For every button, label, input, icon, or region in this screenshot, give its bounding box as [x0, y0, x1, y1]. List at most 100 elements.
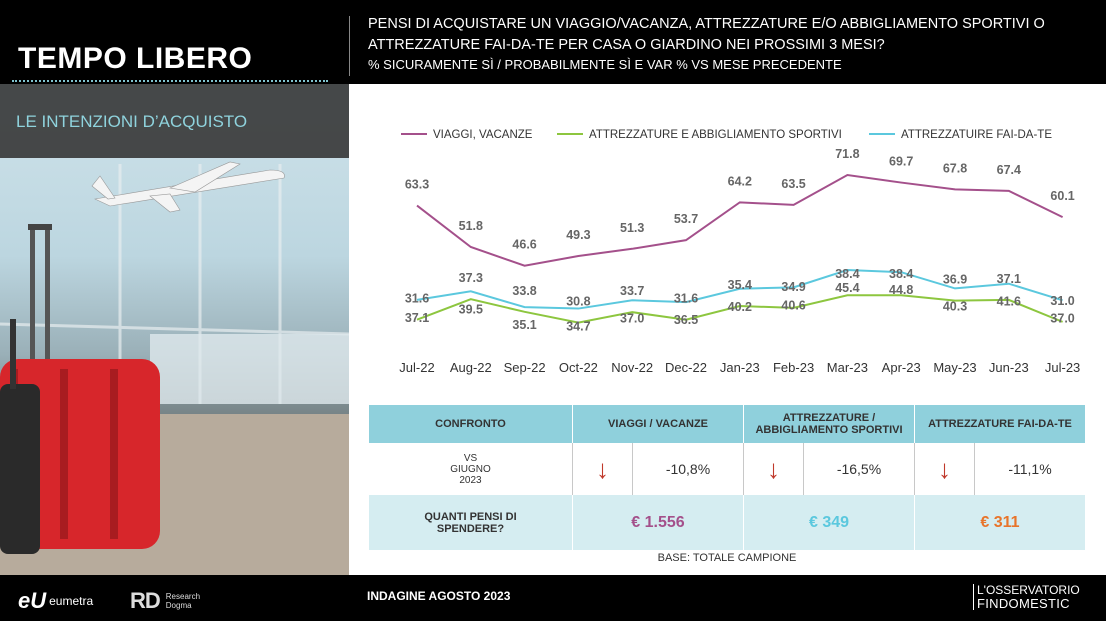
x-tick-label: May-23	[933, 360, 976, 375]
header-sport: ATTREZZATURE / ABBIGLIAMENTO SPORTIVI	[743, 405, 914, 443]
oss-line-1: L'OSSERVATORIO	[977, 583, 1080, 597]
data-label: 35.1	[512, 318, 536, 332]
data-label: 31.6	[674, 292, 698, 306]
data-label: 34.7	[566, 320, 590, 334]
x-tick-label: Jul-23	[1045, 360, 1080, 375]
data-label: 40.2	[728, 300, 752, 314]
data-label: 41.6	[997, 295, 1021, 309]
data-label: 45.4	[835, 281, 859, 295]
x-tick-label: Dec-22	[665, 360, 707, 375]
legend-label: ATTREZZATURE E ABBIGLIAMENTO SPORTIVI	[589, 129, 842, 141]
survey-question: PENSI DI ACQUISTARE UN VIAGGIO/VACANZA, …	[368, 16, 1045, 53]
line-chart: VIAGGI, VACANZE ATTREZZATURE E ABBIGLIAME…	[399, 129, 1080, 375]
legend-label: VIAGGI, VACANZE	[433, 129, 533, 141]
section-title: TEMPO LIBERO	[18, 42, 253, 75]
header-viaggi: VIAGGI / VACANZE	[572, 405, 743, 443]
x-tick-label: Mar-23	[827, 360, 868, 375]
data-label: 37.3	[459, 271, 483, 285]
data-label: 46.6	[512, 238, 536, 252]
chart-subtitle: % SICURAMENTE SÌ / PROBABILMENTE SÌ E VA…	[368, 57, 842, 72]
banner-label: LE INTENZIONI D’ACQUISTO	[16, 112, 248, 131]
x-tick-label: Feb-23	[773, 360, 814, 375]
spend-faidate: € 311	[914, 495, 1085, 550]
base-note: BASE: TOTALE CAMPIONE	[657, 552, 797, 564]
down-arrow-icon: ↓	[743, 443, 803, 495]
data-label: 39.5	[459, 302, 483, 316]
data-label: 36.9	[943, 273, 967, 287]
data-label: 37.1	[997, 272, 1021, 286]
header-divider	[349, 16, 350, 76]
change-viaggi: -10,8%	[632, 443, 743, 495]
legend-label: ATTREZZATUIRE FAI-DA-TE	[901, 129, 1052, 141]
title-divider	[12, 80, 328, 82]
change-sport: -16,5%	[803, 443, 914, 495]
section-banner: LE INTENZIONI D’ACQUISTO	[0, 84, 349, 158]
rd-text-2: Dogma	[165, 601, 192, 610]
x-tick-label: Jul-22	[399, 360, 434, 375]
header-confronto: CONFRONTO	[435, 418, 506, 430]
survey-date: INDAGINE AGOSTO 2023	[367, 589, 511, 603]
data-label: 30.8	[566, 295, 590, 309]
data-label: 38.4	[889, 267, 913, 281]
data-label: 37.1	[405, 311, 429, 325]
data-label: 33.7	[620, 284, 644, 298]
chart-legend: VIAGGI, VACANZE ATTREZZATURE E ABBIGLIAME…	[401, 129, 1052, 141]
data-label: 67.4	[997, 163, 1021, 177]
data-label: 44.8	[889, 283, 913, 297]
down-arrow-icon: ↓	[572, 443, 632, 495]
data-label: 49.3	[566, 228, 590, 242]
x-tick-label: Apr-23	[882, 360, 921, 375]
data-label: 40.3	[943, 299, 967, 313]
footer-bar	[0, 575, 1106, 621]
series-line	[416, 173, 1064, 267]
data-label: 51.8	[459, 219, 483, 233]
data-label: 69.7	[889, 155, 913, 169]
eumetra-mark: eU	[18, 588, 47, 613]
rd-mark: RD	[130, 588, 161, 613]
data-label: 37.0	[620, 311, 644, 325]
table-row: QUANTI PENSI DI SPENDERE? € 1.556 € 349 …	[369, 495, 1085, 550]
data-label: 31.6	[405, 292, 429, 306]
spend-sport: € 349	[743, 495, 914, 550]
x-tick-label: Nov-22	[611, 360, 653, 375]
eumetra-logo: eU eumetra	[18, 588, 93, 614]
series-line	[416, 269, 1063, 310]
data-label: 34.9	[781, 280, 805, 294]
table-row: VS GIUGNO 2023 ↓ -10,8% ↓ -16,5% ↓ -11,1…	[369, 443, 1085, 495]
data-label: 60.1	[1050, 189, 1074, 203]
eumetra-text: eumetra	[49, 594, 94, 608]
data-label: 33.8	[512, 284, 536, 298]
data-label: 38.4	[835, 267, 859, 281]
header-bar	[0, 0, 1106, 84]
spend-label: QUANTI PENSI DI SPENDERE?	[424, 510, 517, 535]
x-tick-label: Jan-23	[720, 360, 760, 375]
x-tick-label: Sep-22	[504, 360, 546, 375]
travel-photo: LE INTENZIONI D’ACQUISTO	[0, 84, 349, 575]
data-label: 71.8	[835, 147, 859, 161]
data-label: 51.3	[620, 221, 644, 235]
x-tick-label: Jun-23	[989, 360, 1029, 375]
data-label: 53.7	[674, 212, 698, 226]
data-label: 40.6	[781, 298, 805, 312]
photo-illustration	[0, 161, 349, 575]
header-faidate: ATTREZZATURE FAI-DA-TE	[914, 405, 1085, 443]
data-label: 63.3	[405, 178, 429, 192]
row-label-vs: VS GIUGNO 2023	[450, 452, 491, 486]
data-label: 31.0	[1050, 294, 1074, 308]
data-label: 63.5	[781, 177, 805, 191]
oss-line-2: FINDOMESTIC	[977, 596, 1070, 611]
research-dogma-logo: RD Research Dogma	[130, 588, 200, 614]
table-header-row: CONFRONTO VIAGGI / VACANZE ATTREZZATURE …	[369, 405, 1085, 443]
data-label: 64.2	[728, 174, 752, 188]
data-label: 37.0	[1050, 311, 1074, 325]
data-label: 67.8	[943, 161, 967, 175]
osservatorio-logo: L'OSSERVATORIO FINDOMESTIC	[973, 584, 1080, 610]
down-arrow-icon: ↓	[914, 443, 974, 495]
x-tick-label: Aug-22	[450, 360, 492, 375]
data-label: 36.5	[674, 313, 698, 327]
series-line	[416, 294, 1063, 324]
spend-viaggi: € 1.556	[572, 495, 743, 550]
change-faidate: -11,1%	[974, 443, 1085, 495]
rd-text-1: Research	[165, 592, 201, 601]
x-tick-label: Oct-22	[559, 360, 598, 375]
